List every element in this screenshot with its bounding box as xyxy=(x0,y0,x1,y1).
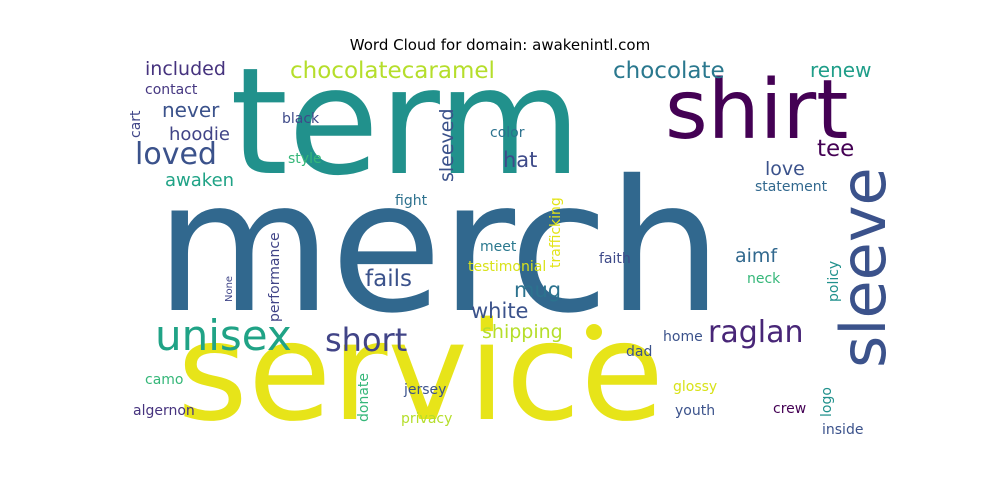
word-contact: contact xyxy=(145,82,198,98)
word-camo: camo xyxy=(145,372,184,388)
word-trafficking: trafficking xyxy=(548,197,564,268)
dot-mark xyxy=(586,324,602,340)
word-white: white xyxy=(471,299,529,323)
word-donate: donate xyxy=(356,372,372,422)
word-neck: neck xyxy=(747,271,781,287)
word-term: term xyxy=(230,60,582,208)
word-logo: logo xyxy=(819,387,835,417)
word-faith: faith xyxy=(599,251,631,267)
word-dad: dad xyxy=(626,344,653,360)
word-none: None xyxy=(224,275,235,302)
word-testimonial: testimonial xyxy=(468,259,547,275)
word-chocolate: chocolate xyxy=(613,60,725,84)
word-renew: renew xyxy=(810,60,872,82)
word-algernon: algernon xyxy=(133,403,195,419)
word-unisex: unisex xyxy=(155,311,292,360)
word-mug: mug xyxy=(514,278,562,302)
word-youth: youth xyxy=(675,403,716,419)
word-meet: meet xyxy=(480,239,517,255)
word-cart: cart xyxy=(128,110,144,138)
word-fails: fails xyxy=(365,266,412,292)
word-cloud: term merch service shirt sleeve unisex s… xyxy=(125,60,895,445)
word-love: love xyxy=(765,158,805,180)
word-policy: policy xyxy=(826,260,842,302)
word-aimf: aimf xyxy=(735,245,778,267)
word-sleeve: sleeve xyxy=(827,167,895,368)
word-short: short xyxy=(325,321,408,359)
word-glossy: glossy xyxy=(673,379,718,395)
word-inside: inside xyxy=(822,422,864,438)
word-hat: hat xyxy=(503,148,538,172)
word-included: included xyxy=(145,60,226,80)
word-shipping: shipping xyxy=(482,321,563,343)
word-privacy: privacy xyxy=(401,411,453,427)
word-loved: loved xyxy=(135,137,217,172)
word-merch: merch xyxy=(155,141,723,353)
word-crew: crew xyxy=(773,401,807,417)
word-black: black xyxy=(282,111,320,127)
word-color: color xyxy=(490,125,525,141)
word-sleeved: sleeved xyxy=(436,108,458,182)
word-tee: tee xyxy=(817,136,855,162)
word-fight: fight xyxy=(395,193,428,209)
word-shirt: shirt xyxy=(665,63,849,158)
word-home: home xyxy=(663,329,703,345)
word-chocolatecaramel: chocolatecaramel xyxy=(290,60,495,84)
word-hoodie: hoodie xyxy=(169,124,230,145)
word-style: style xyxy=(288,151,322,167)
word-awaken: awaken xyxy=(165,170,235,191)
word-service: service xyxy=(177,294,665,445)
word-jersey: jersey xyxy=(404,382,447,398)
word-performance: performance xyxy=(267,232,283,322)
word-never: never xyxy=(162,98,220,122)
chart-title: Word Cloud for domain: awakenintl.com xyxy=(349,36,651,54)
word-raglan: raglan xyxy=(708,315,804,350)
word-statement: statement xyxy=(755,179,828,195)
